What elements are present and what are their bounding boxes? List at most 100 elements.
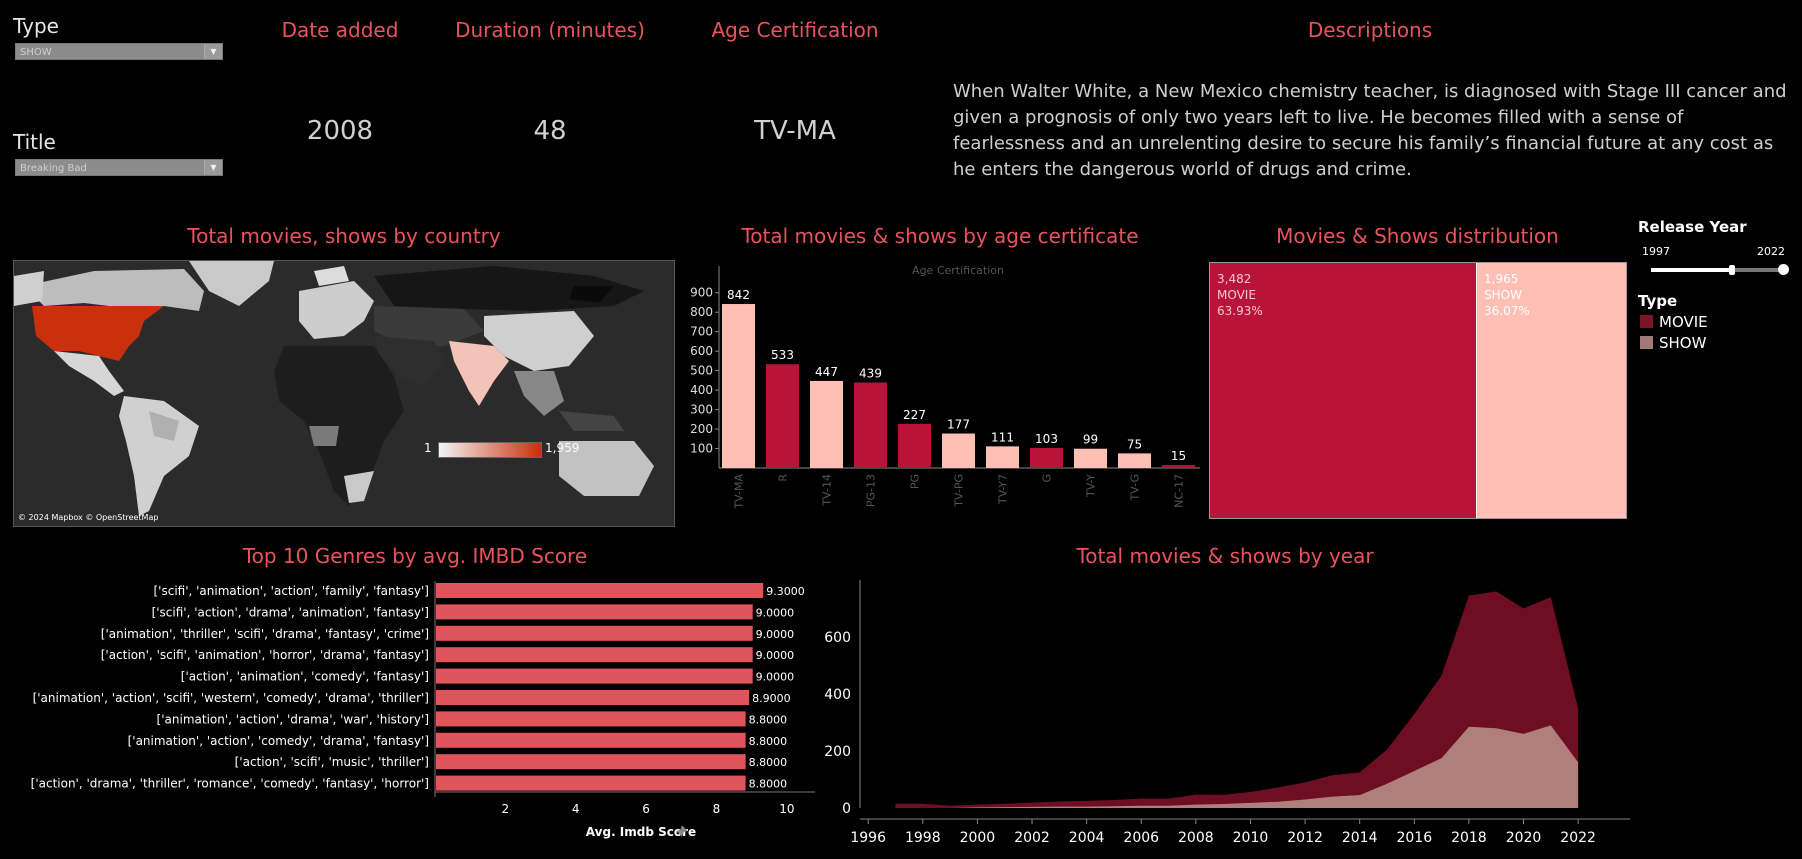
age-bar-value-label: 15 [1171,449,1186,463]
treemap-movie-count: 3,482 [1217,272,1252,286]
country-south-america [119,396,199,516]
year-area-chart: 0 200 400 600 1996 1998 2000 2002 2004 2006 2008 20… [824,580,1630,846]
type-dropdown[interactable]: SHOW ▼ [15,43,223,60]
country-nigeria [309,426,339,446]
age-bar-tv-pg[interactable] [942,433,975,468]
treemap-cell-show[interactable]: 1,965 SHOW 36.07% [1476,263,1626,518]
genre-bar[interactable] [436,754,746,770]
genre-x-tick-label: 2 [502,802,510,816]
genre-bar[interactable] [436,668,753,684]
type-legend-label: Type [1638,292,1678,310]
country-central-asia [374,306,484,346]
legend-label-movie[interactable]: MOVIE [1659,313,1708,331]
age-x-tick-label: R [777,474,790,482]
age-bar-tv-y7[interactable] [986,446,1019,468]
release-year-min: 1997 [1642,245,1670,258]
map-legend-max: 1,959 [545,441,580,455]
genre-bar-chart: ['scifi', 'animation', 'action', 'family… [31,581,815,839]
genre-category-label: ['scifi', 'animation', 'action', 'family… [153,584,429,598]
description-text: When Walter White, a New Mexico chemistr… [953,81,1787,180]
year-x-tick-label: 2004 [1069,830,1105,846]
year-x-tick-label: 1996 [850,830,886,846]
title-dropdown[interactable]: Breaking Bad ▼ [15,159,223,176]
genre-bar[interactable] [436,604,753,620]
genre-bar[interactable] [436,775,746,791]
age-y-tick-label: 300 [690,403,713,417]
treemap-title: Movies & Shows distribution [1276,224,1559,248]
kpi-date-added-value: 2008 [306,116,374,146]
treemap-show-name: SHOW [1484,288,1522,302]
chevron-down-icon[interactable]: ▼ [204,160,222,175]
age-x-tick-label: PG-13 [865,474,878,507]
age-bar-value-label: 177 [947,418,970,432]
area-show[interactable] [895,725,1579,808]
genre-bar-value-label: 8.8000 [749,713,788,726]
genre-bar[interactable] [436,583,764,598]
age-x-tick-label: TV-G [1129,474,1142,502]
genre-x-tick-label: 6 [642,802,650,816]
genre-category-label: ['action', 'animation', 'comedy', 'fanta… [181,670,429,684]
legend-swatch-movie [1640,315,1653,328]
country-usa [32,306,164,361]
map-title: Total movies, shows by country [187,224,501,248]
genre-bar[interactable] [436,690,750,705]
genre-bar-value-label: 8.8000 [749,735,788,748]
legend-swatch-show [1640,336,1653,349]
legend-label-show[interactable]: SHOW [1659,334,1707,352]
age-bar-g[interactable] [1030,447,1063,468]
map-attribution[interactable]: © 2024 Mapbox © OpenStreetMap [18,513,159,522]
release-year-slider-handle-left[interactable] [1729,265,1735,275]
year-x-tick-label: 2008 [1178,830,1214,846]
age-y-tick-label: 400 [690,383,713,397]
year-x-tick-label: 2020 [1506,830,1542,846]
age-bar-tv-ma[interactable] [722,304,755,468]
genre-category-label: ['scifi', 'action', 'drama', 'animation'… [152,605,429,619]
genre-chart-rows: ['scifi', 'animation', 'action', 'family… [31,583,805,791]
world-map-svg [14,261,674,526]
age-bar-value-label: 447 [815,365,838,379]
country-indonesia [559,411,624,431]
year-y-tick-label: 600 [824,630,851,646]
chevron-down-icon[interactable]: ▼ [204,44,222,59]
release-year-slider-track[interactable] [1651,268,1784,272]
age-bar-tv-y[interactable] [1074,448,1107,468]
age-bar-tv-g[interactable] [1118,453,1151,468]
country-mexico [54,351,124,396]
genre-bar[interactable] [436,732,746,748]
age-x-tick-label: TV-PG [953,474,966,508]
age-bar-value-label: 75 [1127,437,1142,451]
area-movie[interactable] [895,591,1579,808]
age-bar-pg[interactable] [898,423,931,468]
age-bar-tv-14[interactable] [810,380,843,468]
treemap-show-pct: 36.07% [1484,304,1530,318]
map-legend-min: 1 [424,441,432,455]
country-australia [559,441,654,496]
year-x-tick-label: 1998 [905,830,941,846]
description-label: Descriptions [1307,18,1433,42]
genre-bar-value-label: 9.3000 [766,585,805,598]
title-dropdown-value: Breaking Bad [20,163,87,174]
age-bar-value-label: 111 [991,430,1014,444]
year-chart-axis: 0 200 400 600 1996 1998 2000 2002 2004 2006 2008 20… [824,580,1630,846]
genre-bar[interactable] [436,711,746,727]
genre-chart-axis: 2 4 6 8 10 [434,581,815,816]
treemap-cell-movie[interactable]: 3,482 MOVIE 63.93% [1210,263,1476,518]
age-bar-value-label: 99 [1083,433,1098,447]
release-year-label: Release Year [1638,218,1747,236]
genre-bar-value-label: 9.0000 [756,649,795,662]
age-x-tick-label: TV-14 [821,474,834,507]
genre-x-tick-label: 4 [572,802,580,816]
year-x-tick-label: 2016 [1396,830,1432,846]
genre-bar[interactable] [436,647,753,663]
age-x-tick-label: TV-Y [1085,474,1098,498]
genre-chart-xlabel: Avg. Imdb Score [586,825,696,839]
age-bar-r[interactable] [766,364,799,468]
country-greenland [189,261,274,306]
release-year-slider-handle-right[interactable] [1778,264,1789,275]
genre-bar[interactable] [436,625,753,641]
year-y-tick-label: 400 [824,687,851,703]
age-bar-pg-13[interactable] [854,382,887,468]
country-europe [299,281,374,339]
age-bar-nc-17[interactable] [1162,465,1195,468]
world-map[interactable]: 1 1,959 © 2024 Mapbox © OpenStreetMap [13,260,675,527]
